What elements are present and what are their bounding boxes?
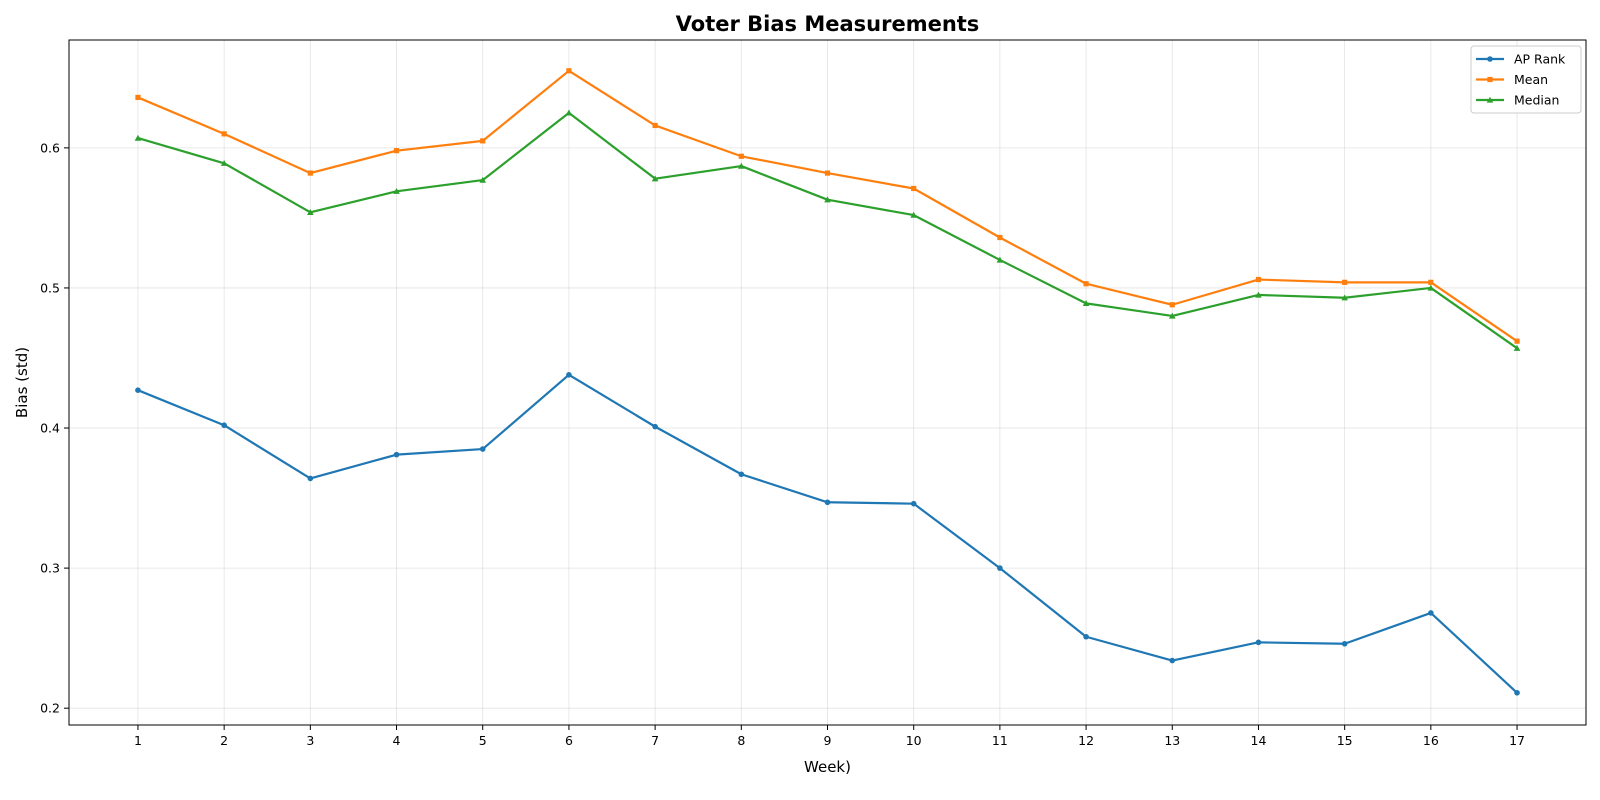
chart-title: Voter Bias Measurements xyxy=(676,12,980,36)
x-tick-label: 9 xyxy=(824,733,832,748)
ticks: 1 2 3 4 5 6 7 8 9 10 11 12 13 14 15 16 170.20.30.40.50.6 xyxy=(40,140,1525,748)
y-tick-label: 0.3 xyxy=(40,561,60,576)
legend-marker-median xyxy=(1486,96,1494,103)
data-point-median xyxy=(1168,312,1176,319)
y-axis-label: Bias (std) xyxy=(13,347,31,418)
x-tick-label: 5 xyxy=(479,733,487,748)
data-point-median xyxy=(1427,284,1435,291)
data-point-median xyxy=(910,211,917,218)
data-point-median xyxy=(738,162,745,169)
data-point-ap-rank xyxy=(997,565,1003,571)
x-tick-label: 16 xyxy=(1423,733,1439,748)
legend: AP Rank Mean Median xyxy=(1470,45,1582,114)
series-mean xyxy=(135,68,1520,344)
x-tick-label: 6 xyxy=(565,733,573,748)
series-median xyxy=(134,109,1521,351)
data-point-ap-rank xyxy=(1255,639,1262,646)
y-tick-label: 0.6 xyxy=(40,140,60,155)
data-point-ap-rank xyxy=(135,387,141,394)
data-point-ap-rank xyxy=(221,422,227,429)
data-point-ap-rank xyxy=(1428,610,1434,616)
data-point-ap-rank xyxy=(1514,689,1520,696)
x-tick-label: 10 xyxy=(906,733,922,748)
y-tick-label: 0.4 xyxy=(40,421,60,436)
data-point-median xyxy=(565,109,573,116)
data-point-median xyxy=(479,176,487,183)
data-point-median xyxy=(1513,344,1521,351)
data-point-ap-rank xyxy=(652,423,658,430)
data-point-ap-rank xyxy=(307,475,314,482)
data-point-mean xyxy=(1255,276,1262,283)
x-tick-label: 1 xyxy=(134,733,142,748)
x-tick-label: 8 xyxy=(737,733,745,748)
x-tick-label: 4 xyxy=(393,733,401,748)
x-tick-label: 14 xyxy=(1251,733,1267,748)
data-point-ap-rank xyxy=(566,371,572,378)
data-point-mean xyxy=(480,138,486,144)
x-tick-label: 3 xyxy=(306,733,314,748)
data-point-ap-rank xyxy=(393,451,400,458)
legend-marker-ap-rank xyxy=(1487,56,1493,62)
x-tick-label: 12 xyxy=(1078,733,1094,748)
series-ap-rank xyxy=(135,371,1520,696)
legend-marker-mean xyxy=(1487,76,1493,83)
data-point-median xyxy=(307,209,314,215)
x-tick-label: 13 xyxy=(1164,733,1180,748)
x-axis-label: Week) xyxy=(804,758,851,776)
data-point-median xyxy=(651,175,659,182)
data-point-mean xyxy=(652,122,658,129)
legend-label-ap-rank: AP Rank xyxy=(1514,52,1566,67)
data-point-ap-rank xyxy=(1341,640,1348,647)
data-point-mean xyxy=(135,94,141,101)
data-point-mean xyxy=(824,170,831,176)
data-point-median xyxy=(1255,291,1262,298)
legend-label-mean: Mean xyxy=(1514,72,1548,87)
data-point-ap-rank xyxy=(1169,657,1176,664)
data-point-mean xyxy=(307,170,313,176)
data-point-median xyxy=(134,134,142,141)
data-point-mean xyxy=(1169,302,1175,308)
x-tick-label: 7 xyxy=(651,733,659,748)
data-point-median xyxy=(1082,300,1090,306)
data-point-median xyxy=(220,159,228,166)
data-point-mean xyxy=(911,185,917,192)
y-tick-label: 0.2 xyxy=(40,701,60,716)
series-layer xyxy=(134,68,1521,696)
data-point-mean xyxy=(221,131,227,137)
x-tick-label: 11 xyxy=(992,733,1008,748)
legend-box xyxy=(1470,45,1582,114)
x-tick-label: 17 xyxy=(1509,733,1525,748)
grid xyxy=(69,40,1586,725)
data-point-mean xyxy=(1514,338,1520,344)
data-point-ap-rank xyxy=(910,500,917,507)
data-point-median xyxy=(393,187,400,194)
data-point-ap-rank xyxy=(738,471,745,478)
x-tick-label: 15 xyxy=(1337,733,1353,748)
data-point-mean xyxy=(1083,281,1089,287)
data-point-mean xyxy=(393,148,400,154)
y-tick-label: 0.5 xyxy=(40,280,60,295)
data-point-mean xyxy=(566,68,572,74)
data-point-ap-rank xyxy=(1083,633,1089,640)
data-point-median xyxy=(996,256,1004,263)
data-point-median xyxy=(824,196,831,203)
legend-label-median: Median xyxy=(1514,93,1559,108)
data-point-mean xyxy=(997,234,1003,241)
data-point-mean xyxy=(738,153,744,159)
data-point-median xyxy=(1341,294,1348,301)
data-point-ap-rank xyxy=(479,446,486,452)
data-point-ap-rank xyxy=(824,499,831,506)
x-tick-label: 2 xyxy=(220,733,228,748)
data-point-mean xyxy=(1342,279,1348,285)
data-point-mean xyxy=(1428,279,1434,285)
